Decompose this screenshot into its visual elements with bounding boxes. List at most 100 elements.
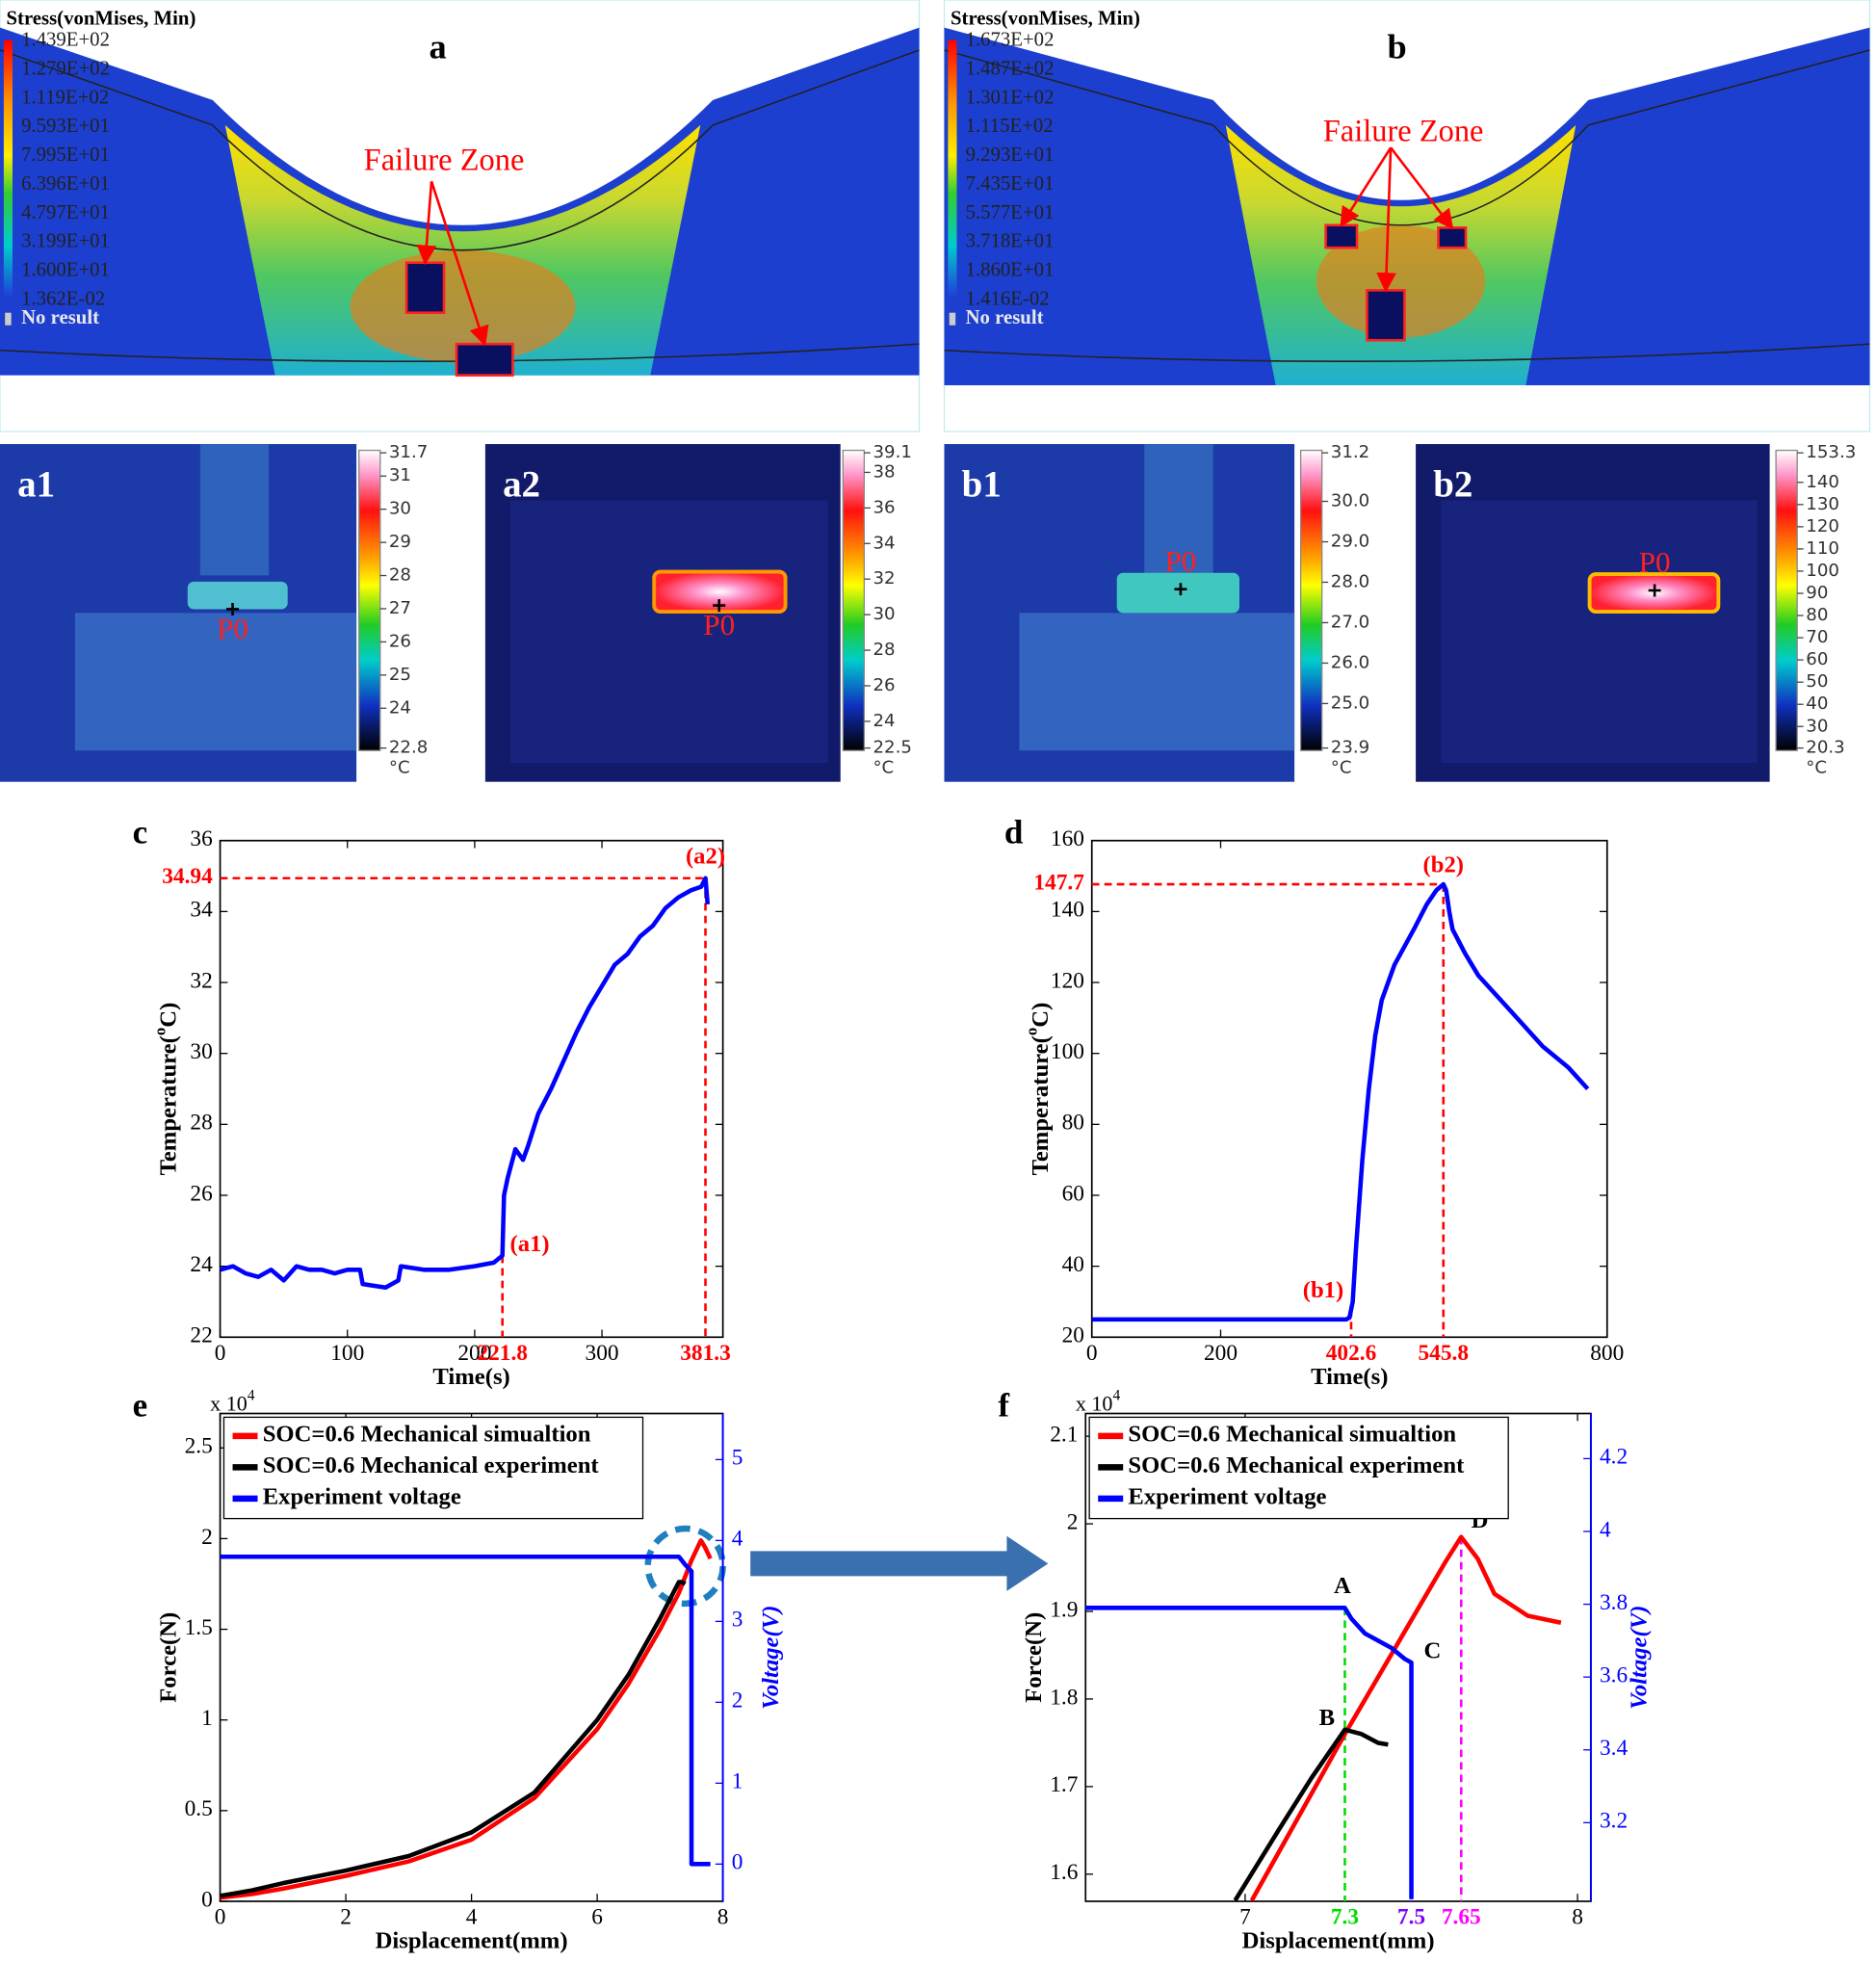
- scale-label: 110: [1806, 538, 1839, 559]
- scale-label: 26.0: [1331, 652, 1369, 672]
- y-tick-label: 140: [1051, 898, 1084, 923]
- plot-frame: [1090, 839, 1608, 1339]
- panel-label: d: [1004, 814, 1024, 851]
- scale-label: 26: [873, 675, 895, 695]
- stress-hotspot: [1316, 224, 1486, 338]
- y2-tick-label: 3.4: [1600, 1736, 1628, 1761]
- y2-axis-label: Voltage(V): [758, 1606, 784, 1710]
- indenter: [1144, 444, 1213, 576]
- legend-value: 9.593E+01: [21, 115, 110, 137]
- x-tick-label: 800: [1590, 1341, 1624, 1366]
- ref-x-label: 221.8: [477, 1341, 528, 1366]
- y-tick-label: 1.9: [1050, 1597, 1078, 1622]
- failure-zone: [404, 261, 446, 314]
- data-line: [219, 876, 711, 1291]
- y2-tick-label: 2: [732, 1688, 743, 1713]
- y2-tick-label: 4.2: [1600, 1445, 1628, 1470]
- scale-label: 60: [1806, 649, 1828, 669]
- legend-value: 3.718E+01: [966, 230, 1055, 252]
- annotation: (b2): [1423, 851, 1464, 877]
- y-axis-label-part: C): [1027, 1003, 1053, 1028]
- legend-value: 1.673E+02: [966, 29, 1055, 51]
- ref-x-label: 545.8: [1418, 1341, 1469, 1366]
- data-line: [1249, 1534, 1562, 1902]
- failure-arrow: [430, 180, 489, 347]
- point-label: P0: [703, 608, 735, 641]
- data-line: [220, 1554, 711, 1867]
- legend-label: SOC=0.6 Mechanical simualtion: [263, 1422, 591, 1448]
- y-tick-label: 0: [201, 1887, 213, 1912]
- scale-label: 30.0: [1331, 491, 1369, 511]
- y-tick-label: 2: [1067, 1509, 1079, 1534]
- scale-label: 29: [389, 532, 411, 552]
- legend-value: 1.439E+02: [21, 29, 110, 51]
- specimen: [187, 581, 288, 610]
- failure-zone-label: Failure Zone: [1323, 114, 1484, 148]
- y-tick-label: 1.6: [1050, 1860, 1078, 1885]
- failure-arrow: [1376, 147, 1396, 293]
- scale-label: 28: [389, 565, 411, 586]
- legend-label: Experiment voltage: [1128, 1483, 1326, 1509]
- multiplier-exponent: 4: [1112, 1387, 1120, 1403]
- annotation: A: [1334, 1573, 1351, 1599]
- y-axis-label: Temperature(oC): [150, 1003, 181, 1176]
- no-result-swatch: [5, 312, 12, 326]
- y-tick-label: 36: [190, 826, 212, 851]
- y-axis-label-part: Temperature(: [155, 1035, 181, 1175]
- data-line: [220, 1538, 713, 1900]
- no-result-label: No result: [21, 306, 99, 328]
- legend-label: SOC=0.6 Mechanical experiment: [263, 1452, 600, 1478]
- x-tick-label: 6: [591, 1905, 603, 1930]
- scale-label: 70: [1806, 627, 1828, 647]
- machine-shadow: [1441, 500, 1758, 764]
- y2-tick-label: 3.6: [1600, 1663, 1628, 1688]
- machine-block: [74, 613, 357, 751]
- ref-x-label: 7.3: [1331, 1905, 1359, 1930]
- ref-y-label: 147.7: [1033, 870, 1084, 895]
- scale-label: 50: [1806, 671, 1828, 692]
- x-tick-label: 4: [466, 1905, 478, 1930]
- legend-colorbar: [3, 39, 13, 297]
- y-tick-label: 34: [190, 898, 213, 923]
- legend-value: 1.416E-02: [966, 287, 1050, 309]
- failure-arrow: [1340, 146, 1393, 227]
- x-tick-label: 0: [215, 1341, 226, 1366]
- scale-label: 29.0: [1331, 532, 1369, 552]
- legend-value: 1.362E-02: [21, 287, 105, 309]
- scale-label: 153.3: [1806, 442, 1856, 462]
- y-tick-label: 24: [190, 1252, 213, 1277]
- y-tick-label: 80: [1062, 1111, 1084, 1136]
- crosshair: [713, 599, 726, 613]
- thermal-colorbar: [842, 449, 866, 751]
- annotation: (a2): [686, 844, 725, 870]
- x-tick-label: 7: [1239, 1905, 1251, 1930]
- failure-zone: [1324, 223, 1359, 249]
- scale-unit: °C: [1806, 757, 1827, 777]
- legend-value: 9.293E+01: [966, 144, 1055, 166]
- x-tick-label: 8: [1572, 1905, 1583, 1930]
- multiplier-base: x 10: [210, 1392, 248, 1416]
- image-label: b2: [1433, 463, 1472, 505]
- failure-zone-label: Failure Zone: [364, 143, 525, 177]
- y-tick-label: 1.7: [1050, 1772, 1078, 1797]
- y-tick-label: 0.5: [185, 1796, 213, 1821]
- scale-label: 40: [1806, 693, 1828, 714]
- failure-zone: [1366, 289, 1406, 342]
- x-axis-label: Displacement(mm): [1242, 1928, 1435, 1954]
- machine-block: [1019, 613, 1295, 751]
- failure-zone: [455, 342, 514, 377]
- data-line: [1085, 1606, 1414, 1899]
- scale-label: 38: [873, 461, 895, 482]
- ref-x-label: 402.6: [1326, 1341, 1377, 1366]
- y-tick-label: 100: [1051, 1039, 1084, 1064]
- legend-value: 7.995E+01: [21, 144, 110, 166]
- y2-tick-label: 3.8: [1600, 1590, 1628, 1615]
- x-tick-label: 200: [1204, 1341, 1238, 1366]
- data-line: [1091, 881, 1590, 1322]
- y2-tick-label: 1: [732, 1769, 743, 1794]
- crosshair: [1648, 584, 1661, 597]
- x-axis-label: Displacement(mm): [376, 1928, 568, 1954]
- legend-box: [1088, 1416, 1509, 1520]
- axis-multiplier: x 104: [210, 1387, 255, 1416]
